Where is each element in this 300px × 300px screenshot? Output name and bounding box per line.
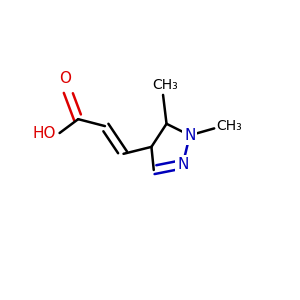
Text: O: O <box>59 71 71 86</box>
Text: CH₃: CH₃ <box>217 119 242 133</box>
Text: HO: HO <box>33 125 56 140</box>
Text: N: N <box>177 157 188 172</box>
Text: CH₃: CH₃ <box>152 78 178 92</box>
Text: N: N <box>184 128 196 143</box>
